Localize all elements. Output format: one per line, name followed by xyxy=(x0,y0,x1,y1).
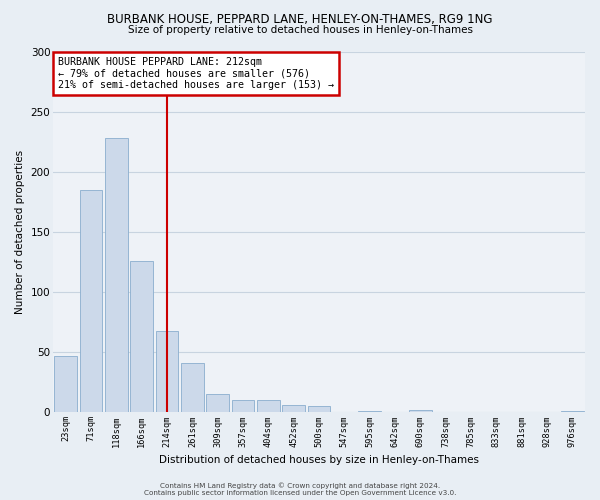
Bar xyxy=(55,356,77,412)
Text: BURBANK HOUSE PEPPARD LANE: 212sqm
← 79% of detached houses are smaller (576)
21: BURBANK HOUSE PEPPARD LANE: 212sqm ← 79%… xyxy=(58,57,334,90)
Text: Contains public sector information licensed under the Open Government Licence v3: Contains public sector information licen… xyxy=(144,490,456,496)
Bar xyxy=(206,394,229,412)
Bar xyxy=(283,405,305,412)
X-axis label: Distribution of detached houses by size in Henley-on-Thames: Distribution of detached houses by size … xyxy=(159,455,479,465)
Text: Contains HM Land Registry data © Crown copyright and database right 2024.: Contains HM Land Registry data © Crown c… xyxy=(160,482,440,489)
Text: Size of property relative to detached houses in Henley-on-Thames: Size of property relative to detached ho… xyxy=(128,25,473,35)
Bar xyxy=(155,330,178,412)
Bar xyxy=(181,363,204,412)
Bar xyxy=(232,400,254,412)
Bar xyxy=(130,261,153,412)
Bar xyxy=(80,190,103,412)
Bar xyxy=(308,406,331,412)
Bar xyxy=(358,411,381,412)
Bar xyxy=(409,410,432,412)
Bar xyxy=(561,411,584,412)
Bar xyxy=(257,400,280,412)
Bar xyxy=(105,138,128,412)
Text: BURBANK HOUSE, PEPPARD LANE, HENLEY-ON-THAMES, RG9 1NG: BURBANK HOUSE, PEPPARD LANE, HENLEY-ON-T… xyxy=(107,12,493,26)
Y-axis label: Number of detached properties: Number of detached properties xyxy=(15,150,25,314)
